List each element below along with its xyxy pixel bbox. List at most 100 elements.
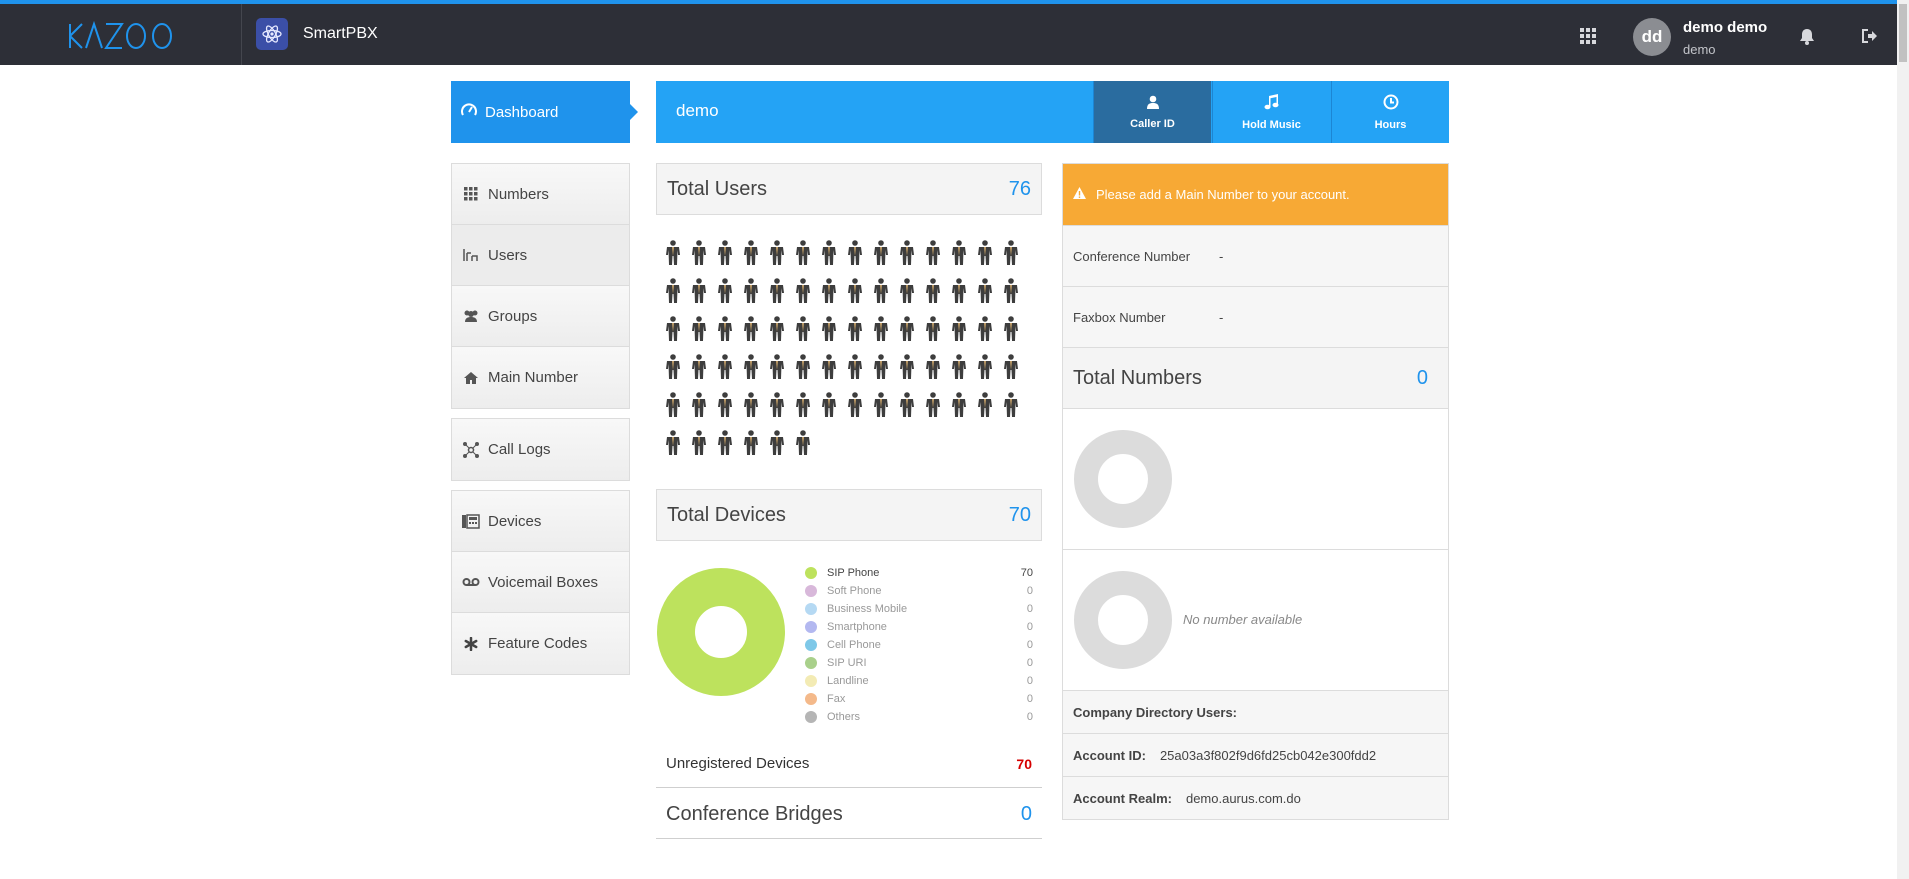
- company-directory-row[interactable]: Company Directory Users:: [1063, 690, 1448, 733]
- caller-id-label: Caller ID: [1130, 117, 1175, 130]
- user-icon: [998, 316, 1024, 341]
- total-numbers-box[interactable]: Total Numbers 0: [1063, 347, 1448, 408]
- faxbox-number-row[interactable]: Faxbox Number -: [1063, 286, 1448, 347]
- legend-item[interactable]: SIP Phone 70: [805, 564, 1033, 582]
- user-icon: [894, 392, 920, 417]
- clock-icon: [1383, 94, 1399, 113]
- user-icon: [686, 354, 712, 379]
- nav-item-call-logs[interactable]: Call Logs: [452, 419, 629, 480]
- legend-value: 0: [1026, 693, 1033, 705]
- nav-item-numbers[interactable]: Numbers: [452, 164, 629, 225]
- nav-group-logs: Call Logs: [451, 418, 630, 481]
- numbers-donut-chart-2: [1074, 571, 1172, 669]
- bell-icon[interactable]: [1799, 28, 1815, 50]
- total-devices-count: 70: [1008, 503, 1031, 526]
- legend-item[interactable]: SIP URI 0: [805, 654, 1033, 672]
- user-icon: [790, 316, 816, 341]
- user-icon: [660, 354, 686, 379]
- user-icon: [920, 392, 946, 417]
- user-icon: [712, 430, 738, 455]
- numbers-donut-chart: [1074, 430, 1172, 528]
- conference-number-row[interactable]: Conference Number -: [1063, 225, 1448, 286]
- legend-label: SIP URI: [827, 657, 867, 669]
- user-icon: [738, 430, 764, 455]
- nav-dashboard[interactable]: Dashboard: [451, 81, 638, 143]
- legend-item[interactable]: Cell Phone 0: [805, 636, 1033, 654]
- scrollbar[interactable]: [1897, 0, 1909, 879]
- conference-bridges-count: 0: [1020, 803, 1032, 825]
- account-id-label: Account ID:: [1073, 747, 1146, 763]
- home-icon: [462, 371, 480, 385]
- warning-icon: [1073, 187, 1086, 202]
- user-icon: [842, 240, 868, 265]
- legend-label: SIP Phone: [827, 567, 880, 579]
- legend-value: 0: [1026, 585, 1033, 597]
- app-launcher-icon[interactable]: [1580, 28, 1596, 44]
- nav-item-devices[interactable]: Devices: [452, 491, 629, 552]
- user-icon: [868, 354, 894, 379]
- user-icon: [660, 278, 686, 303]
- kazoo-logo[interactable]: [66, 16, 176, 56]
- smartpbx-app-icon[interactable]: [256, 18, 288, 50]
- user-icon: [868, 240, 894, 265]
- legend-item[interactable]: Others 0: [805, 708, 1033, 726]
- user-icon: [842, 354, 868, 379]
- legend-value: 0: [1026, 711, 1033, 723]
- avatar[interactable]: dd: [1633, 18, 1671, 56]
- nav-item-label: Feature Codes: [488, 635, 588, 652]
- logout-icon[interactable]: [1862, 29, 1878, 48]
- user-icon: [972, 354, 998, 379]
- account-id-value: 25a03a3f802f9d6fd25cb042e300fdd2: [1159, 747, 1377, 763]
- legend-item[interactable]: Soft Phone 0: [805, 582, 1033, 600]
- legend-value: 0: [1026, 657, 1033, 669]
- legend-label: Smartphone: [827, 621, 887, 633]
- hours-button[interactable]: Hours: [1331, 81, 1449, 143]
- account-summary-panel: Please add a Main Number to your account…: [1062, 163, 1449, 820]
- conference-bridges-row[interactable]: Conference Bridges 0: [656, 791, 1042, 839]
- nav-item-groups[interactable]: Groups: [452, 286, 629, 347]
- nav-item-users[interactable]: Users: [452, 225, 629, 286]
- conference-number-value: -: [1219, 248, 1224, 264]
- devices-donut-chart: [657, 568, 785, 696]
- unregistered-devices-row[interactable]: Unregistered Devices 70: [656, 740, 1042, 788]
- user-icon: [816, 240, 842, 265]
- user-icon: [998, 278, 1024, 303]
- nav-item-main-number[interactable]: Main Number: [452, 347, 629, 408]
- users-list-icon: [462, 248, 480, 262]
- caller-id-button[interactable]: Caller ID: [1093, 81, 1211, 143]
- legend-label: Soft Phone: [827, 585, 882, 597]
- legend-swatch: [805, 585, 817, 597]
- nav-item-voicemail[interactable]: Voicemail Boxes: [452, 552, 629, 613]
- legend-swatch: [805, 567, 817, 579]
- total-devices-label: Total Devices: [667, 503, 786, 526]
- user-icon: [764, 392, 790, 417]
- user-icon: [998, 240, 1024, 265]
- user-account: demo: [1683, 42, 1716, 57]
- nav-item-label: Main Number: [488, 369, 579, 386]
- hold-music-button[interactable]: Hold Music: [1212, 81, 1330, 143]
- user-icon: [894, 240, 920, 265]
- user-name[interactable]: demo demo: [1683, 19, 1768, 36]
- legend-swatch: [805, 639, 817, 651]
- nav-item-feature-codes[interactable]: Feature Codes: [452, 613, 629, 674]
- user-icon: [764, 240, 790, 265]
- voicemail-icon: [462, 577, 480, 587]
- user-icon: [816, 354, 842, 379]
- user-icon: [686, 392, 712, 417]
- user-icon: [998, 392, 1024, 417]
- total-numbers-label: Total Numbers: [1073, 366, 1202, 389]
- legend-value: 0: [1026, 621, 1033, 633]
- total-users-label: Total Users: [667, 177, 768, 200]
- main-number-alert[interactable]: Please add a Main Number to your account…: [1063, 164, 1448, 225]
- numbers-donut-area-2: No number available: [1063, 549, 1448, 690]
- total-users-box[interactable]: Total Users 76: [656, 163, 1042, 215]
- legend-item[interactable]: Smartphone 0: [805, 618, 1033, 636]
- legend-item[interactable]: Landline 0: [805, 672, 1033, 690]
- app-name[interactable]: SmartPBX: [303, 25, 378, 42]
- total-devices-box[interactable]: Total Devices 70: [656, 489, 1042, 541]
- nav-item-label: Numbers: [488, 185, 549, 203]
- legend-item[interactable]: Business Mobile 0: [805, 600, 1033, 618]
- user-icon: [686, 278, 712, 303]
- legend-label: Fax: [827, 693, 846, 705]
- legend-item[interactable]: Fax 0: [805, 690, 1033, 708]
